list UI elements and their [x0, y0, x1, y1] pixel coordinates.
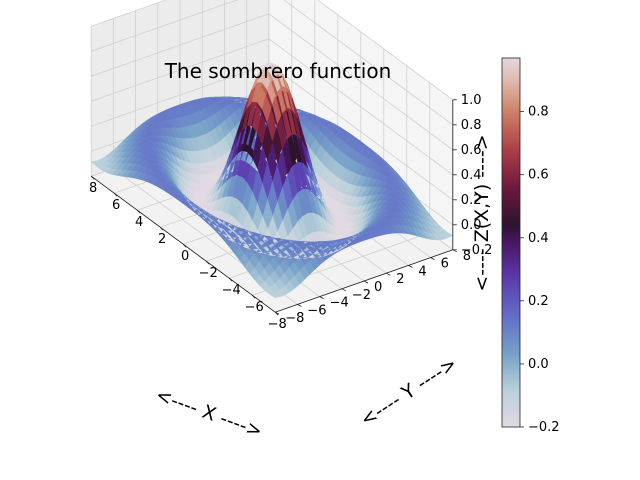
colorbar-tick-label: 0.6 [528, 168, 549, 183]
x-tick-label: 0 [181, 249, 189, 264]
colorbar: −0.2 0.0 0.2 0.4 0.6 0.8 [501, 57, 560, 435]
y-tick-label: −6 [307, 303, 326, 318]
x-tick-label: −2 [199, 266, 218, 281]
y-tick-label: 4 [418, 264, 426, 279]
x-tick-label: 8 [89, 181, 97, 196]
z-tick-label: 0.4 [461, 168, 482, 183]
x-tick-label: 4 [135, 215, 143, 230]
y-axis-label: <---- Y ----> [356, 353, 461, 432]
y-tick-mark [297, 304, 302, 307]
x-tick-mark [205, 260, 210, 265]
back-gridline-z [91, 38, 269, 102]
back-gridline-z [317, 0, 454, 101]
y-tick-mark [275, 311, 280, 315]
y-tick-label: 2 [396, 272, 404, 287]
x-tick-label: 2 [158, 232, 166, 247]
colorbar-tick-label: 0.2 [528, 294, 549, 309]
chart-title: The sombrero function [164, 59, 392, 83]
y-tick-label: 0 [374, 280, 382, 295]
x-tick-mark [228, 277, 233, 282]
z-tick-label: 0.0 [461, 218, 482, 233]
axes-frame [90, 99, 457, 316]
z-tick-label: 0.6 [461, 143, 482, 158]
x-tick-mark [251, 294, 256, 299]
x-tick-label: −4 [222, 283, 241, 298]
y-tick-mark [319, 296, 324, 299]
back-gridline-z [283, 0, 454, 126]
surface-patch [442, 232, 454, 239]
back-gridline-z [268, 63, 454, 201]
colorbar-tick-label: 0.4 [528, 231, 549, 246]
z-tick-label: 0.8 [461, 118, 482, 133]
x-axis-label: <---- X ----> [153, 384, 266, 443]
x-tick-label: 6 [112, 198, 120, 213]
y-tick-mark [408, 265, 413, 268]
z-tick-label: −0.2 [461, 243, 493, 258]
z-tick-label: 0.2 [461, 193, 482, 208]
back-gridline-z [268, 13, 454, 151]
x-tick-label: −6 [245, 300, 264, 315]
y-tick-label: −4 [330, 296, 349, 311]
x-tick-mark [136, 209, 141, 214]
x-tick-mark [113, 192, 118, 197]
y-tick-mark [363, 280, 369, 284]
y-tick-mark [386, 272, 391, 276]
y-tick-label: 6 [441, 257, 449, 272]
x-tick-mark [90, 175, 95, 180]
z-axis-label: <---- Z(X,Y) ----> [471, 134, 493, 291]
axis-ticks: −8−6−4−202468−8−6−4−202468−0.20.00.20.40… [89, 93, 492, 332]
colorbar-tick-label: 0.8 [528, 105, 549, 120]
x-tick-mark [159, 226, 164, 231]
back-gridline-z [268, 38, 454, 176]
x-tick-mark [182, 243, 187, 248]
y-tick-mark [430, 257, 435, 260]
y-tick-label: 8 [463, 249, 471, 264]
z-tick-label: 1.0 [461, 93, 482, 108]
colorbar-tick-label: −0.2 [528, 420, 560, 435]
back-gridline-z [91, 63, 269, 127]
back-gridline-z [91, 0, 167, 27]
colorbar-bar [501, 57, 521, 428]
y-tick-label: −2 [352, 288, 371, 303]
back-gridline-z [91, 0, 239, 52]
y-tick-label: −8 [285, 311, 304, 326]
y-tick-mark [341, 288, 346, 292]
colorbar-tick-label: 0.0 [528, 357, 549, 372]
x-tick-label: −8 [268, 317, 287, 332]
surface-plot [90, 62, 454, 298]
back-gridline-z [91, 13, 269, 77]
